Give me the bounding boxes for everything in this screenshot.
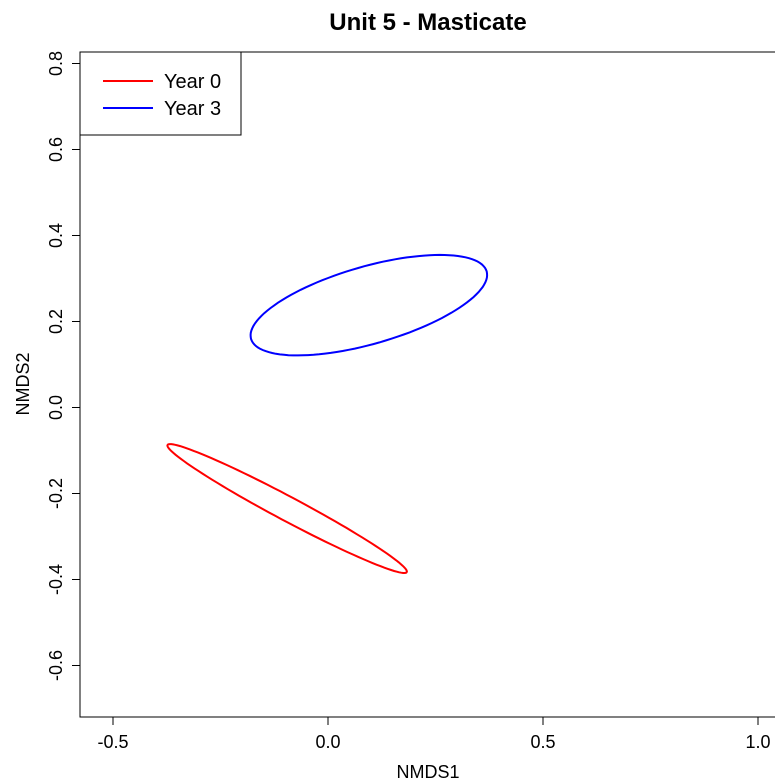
ellipse-year-3 [249,253,489,357]
x-tick-label: 0.0 [315,732,340,752]
y-tick-label: -0.6 [46,650,66,681]
y-tick-label: -0.2 [46,478,66,509]
y-tick-label: 0.0 [46,395,66,420]
y-axis: -0.6 -0.4 -0.2 0.0 0.2 0.4 0.6 0.8 [46,51,80,681]
legend-label-year-0: Year 0 [164,71,221,93]
series-layer [166,253,489,574]
legend-box [79,51,242,136]
x-axis: -0.5 0.0 0.5 1.0 [97,717,771,752]
legend-label-year-3: Year 3 [164,98,221,120]
legend: Year 0 Year 3 [79,51,242,136]
ellipse-year-0 [166,443,408,574]
x-axis-label: NMDS1 [396,762,459,782]
x-tick-label: 1.0 [745,732,770,752]
x-tick-label: 0.5 [530,732,555,752]
y-tick-label: -0.4 [46,564,66,595]
x-tick-label: -0.5 [97,732,128,752]
y-tick-label: 0.8 [46,51,66,76]
chart-title: Unit 5 - Masticate [329,9,526,36]
plot-frame [79,51,775,718]
y-tick-label: 0.4 [46,223,66,248]
y-axis-label: NMDS2 [13,352,33,415]
y-tick-label: 0.6 [46,137,66,162]
y-tick-label: 0.2 [46,309,66,334]
